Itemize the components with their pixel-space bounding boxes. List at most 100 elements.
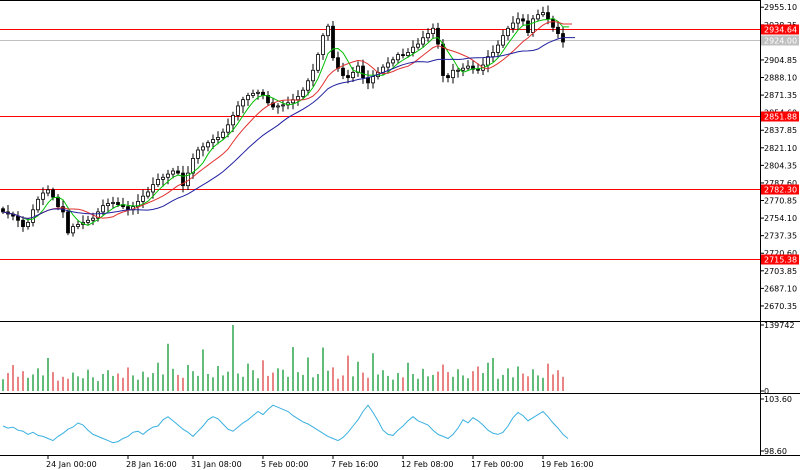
candle-body [236,105,240,116]
candle-body [406,52,410,56]
candle-body [226,124,230,133]
price-tick-label: 2804.35 [764,161,797,170]
price-tick-label: 2670.35 [764,302,797,311]
candle-body [556,26,560,34]
time-axis: 24 Jan 00:00 28 Jan 16:00 31 Jan 08:00 5 Fe… [46,455,593,469]
candle-body [456,69,460,72]
candle-body [526,20,530,33]
candle-body [126,206,130,211]
time-tick-label: 24 Jan 00:00 [46,460,97,469]
candle-body [16,215,20,221]
candle-body [221,131,225,138]
candle-body [211,139,215,144]
price-tick-label: 2871.35 [764,91,797,100]
candle-body [391,59,395,64]
candle-body [466,65,470,69]
candle-body [511,22,515,29]
candle-body [311,69,315,82]
price-tick-label: 2837.85 [764,126,797,135]
price-tick-label: 2720.60 [764,249,797,258]
candle-body [476,68,480,71]
candle-body [101,205,105,213]
candle-body [181,172,185,187]
candle-body [106,203,110,207]
candle-body [521,18,525,22]
candle-body [451,69,455,79]
level-label: 2715.38 [764,256,797,265]
level-label: 2934.64 [764,26,797,35]
price-panel: 2955.102938.352921.602904.852888.102871.… [0,3,799,311]
candle-body [111,202,115,204]
candle-body [196,149,200,159]
price-tick-label: 2737.35 [764,232,797,241]
level-label-box [761,24,799,35]
candle-body [36,198,40,211]
candle-body [446,75,450,79]
time-tick-label: 7 Feb 16:00 [331,460,378,469]
candle-body [296,96,300,101]
candle-body [281,104,285,107]
candle-body [331,25,335,59]
candle-body [86,219,90,223]
level-label: 2851.88 [764,113,797,122]
indicator-line [2,404,569,444]
candle-body [491,52,495,58]
candle-body [71,226,75,234]
candle-body [431,27,435,34]
candle-body [421,37,425,45]
candle-body [506,27,510,37]
candle-body [51,189,55,198]
candle-body [116,202,120,205]
candle-body [541,12,545,16]
candle-body [336,57,340,69]
candle-body [91,217,95,221]
candle-body [401,54,405,56]
candle-body [96,211,100,219]
candle-body [241,99,245,107]
price-tick-label: 2904.85 [764,56,797,65]
candle-body [426,33,430,39]
candle-body [276,105,280,108]
time-tick-label: 19 Feb 16:00 [541,460,593,469]
candle-body [321,35,325,55]
candle-body [536,14,540,20]
candle-body [436,27,440,45]
time-tick-label: 5 Feb 00:00 [261,460,308,469]
moving-average-line [2,37,575,220]
indicator-panel: 103.60 98.60 [2,395,792,456]
candle-body [501,35,505,46]
candle-body [326,25,330,37]
candles [1,5,565,237]
price-tick-label: 2888.10 [764,74,797,83]
candle-body [76,224,80,227]
price-tick-label: 2770.85 [764,197,797,206]
candle-body [56,196,60,208]
level-label-box [761,254,799,265]
candle-body [26,221,30,227]
candle-body [516,18,520,24]
time-tick-label: 31 Jan 08:00 [191,460,242,469]
indicator-tick-label: 98.60 [764,447,787,456]
price-tick-label: 2787.60 [764,179,797,188]
time-tick-label: 12 Feb 08:00 [401,460,453,469]
candle-body [201,146,205,151]
candle-body [156,178,160,186]
candle-body [21,219,25,227]
price-tick-label: 2754.10 [764,214,797,223]
volume-panel: 139742 0 [2,321,795,396]
candle-body [416,43,420,48]
candle-body [151,184,155,193]
candle-body [1,208,5,213]
candle-body [176,170,180,174]
level-label: 2782.30 [764,186,797,195]
candle-body [306,80,310,91]
candle-body [386,62,390,68]
candle-body [531,18,535,33]
candle-body [66,211,70,234]
moving-average-line [2,17,569,226]
candle-body [396,54,400,61]
price-tick-label: 2687.10 [764,284,797,293]
current-price-label: 2924.00 [764,37,797,46]
candle-body [161,176,165,180]
